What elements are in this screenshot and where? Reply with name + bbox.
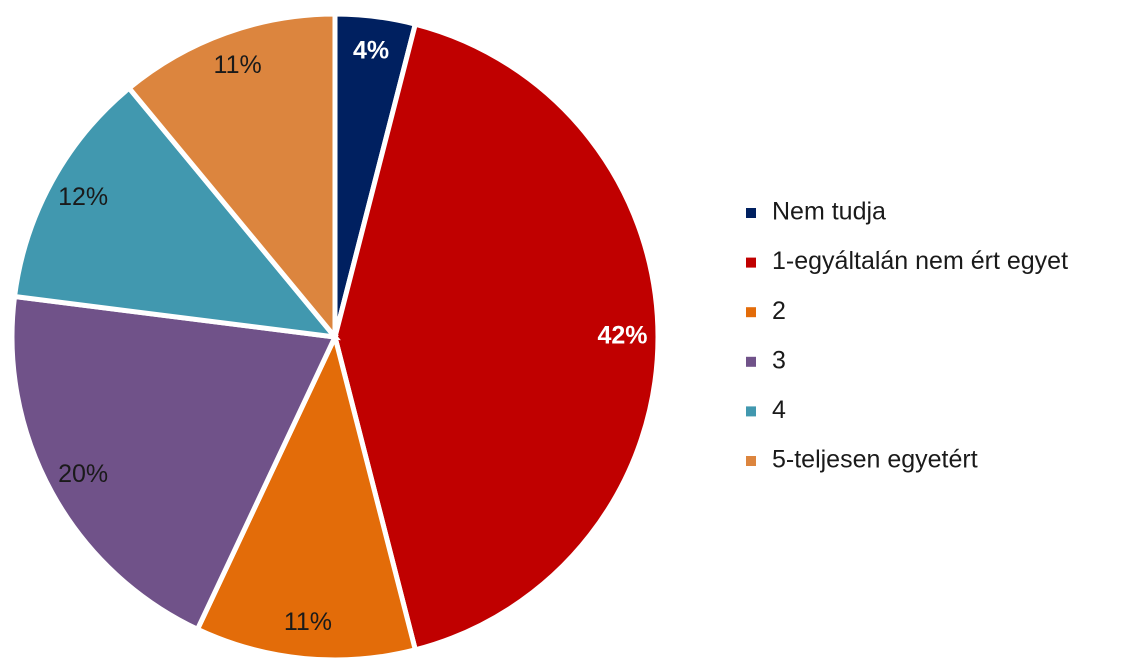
legend-label: 2 [772,297,786,325]
legend-label: 5-teljesen egyetért [772,446,978,474]
legend-label: 3 [772,346,786,374]
pie-slice [125,11,338,344]
slice-label: 20% [58,460,108,488]
slice-label: 11% [284,608,332,636]
legend-swatch [746,406,756,417]
slice-label: 4% [353,36,389,64]
legend-swatch [746,257,756,268]
pie-slice [332,21,661,653]
pie-slice [194,329,419,659]
legend-swatch [746,456,756,466]
pie-slice [9,293,339,633]
legend-swatch [746,208,756,218]
pie-slice [11,84,341,341]
slice-label: 11% [214,51,262,79]
legend-label: 4 [772,396,786,424]
legend-swatch [746,356,756,367]
slice-label: 12% [58,183,108,211]
legend-swatch [746,307,756,318]
legend-label: Nem tudja [772,198,886,226]
legend-label: 1-egyáltalán nem ért egyet [772,247,1068,275]
slice-label: 42% [597,322,647,350]
